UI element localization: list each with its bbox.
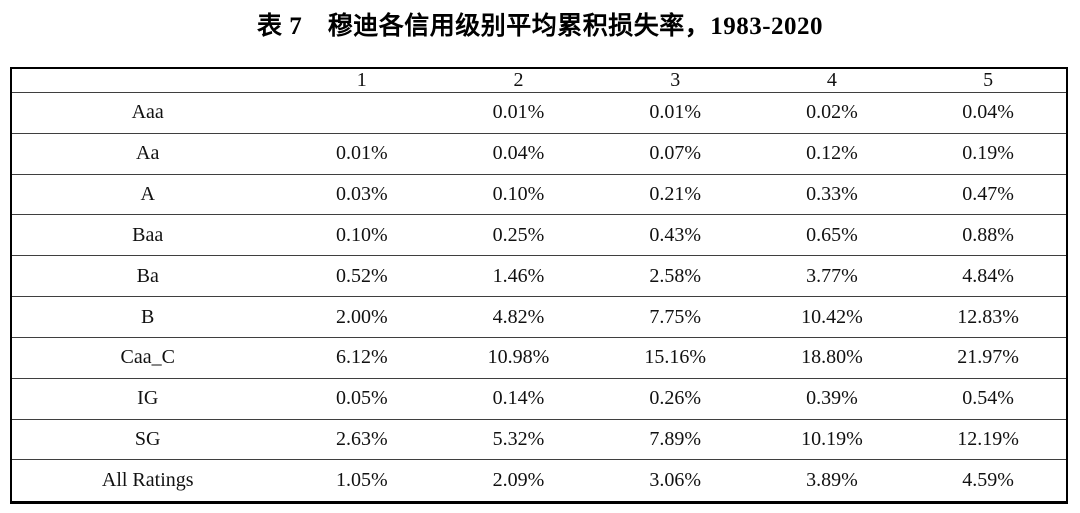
loss-rate-cell: 5.32% <box>440 418 597 460</box>
loss-rate-cell: 1.05% <box>283 459 441 503</box>
rating-label: Aaa <box>11 92 284 134</box>
loss-rate-cell: 0.54% <box>910 377 1067 420</box>
loss-rate-cell: 21.97% <box>910 336 1067 379</box>
loss-rate-cell: 0.04% <box>910 92 1067 134</box>
loss-rate-cell: 3.89% <box>753 459 911 503</box>
loss-rate-cell <box>283 92 441 134</box>
table-head: 1 2 3 4 5 <box>11 68 1067 93</box>
rating-label: All Ratings <box>11 459 284 503</box>
rating-label: Aa <box>11 132 284 175</box>
table-row: IG 0.05% 0.14% 0.26% 0.39% 0.54% <box>11 377 1067 420</box>
table-title: 表 7 穆迪各信用级别平均累积损失率，1983-2020 <box>256 13 824 40</box>
rating-label: Caa_C <box>11 336 284 379</box>
year-column-header: 2 <box>513 69 524 91</box>
year-column-header: 3 <box>670 69 681 91</box>
loss-rate-cell: 0.10% <box>283 214 441 256</box>
table-row: All Ratings 1.05% 2.09% 3.06% 3.89% 4.59% <box>11 459 1067 503</box>
table-body: Aaa 0.01% 0.01% 0.02% 0.04% Aa 0.01% 0.04% 0.07%… <box>11 92 1067 503</box>
loss-rate-cell: 2.09% <box>440 459 597 503</box>
loss-rate-cell: 0.65% <box>753 214 911 256</box>
loss-rate-cell: 15.16% <box>596 336 754 379</box>
loss-rate-cell: 0.88% <box>910 214 1067 256</box>
loss-rate-cell: 0.04% <box>440 132 597 175</box>
loss-rate-cell: 0.14% <box>440 377 597 420</box>
year-column-header: 4 <box>826 69 837 91</box>
table-row: B 2.00% 4.82% 7.75% 10.42% 12.83% <box>11 296 1067 338</box>
table-row: Baa 0.10% 0.25% 0.43% 0.65% 0.88% <box>11 214 1067 256</box>
loss-rate-cell: 3.06% <box>596 459 754 503</box>
loss-rate-cell: 1.46% <box>440 255 597 297</box>
loss-rate-cell: 2.63% <box>283 418 441 460</box>
year-column-header: 5 <box>983 69 994 91</box>
header-row: 1 2 3 4 5 <box>11 68 1067 93</box>
loss-rate-cell: 12.83% <box>910 296 1067 338</box>
rating-label: Baa <box>11 214 284 256</box>
loss-rate-cell: 0.03% <box>283 173 441 215</box>
loss-rate-cell: 10.42% <box>753 296 911 338</box>
rating-label: B <box>11 296 284 338</box>
table-row: A 0.03% 0.10% 0.21% 0.33% 0.47% <box>11 173 1067 215</box>
loss-rate-cell: 0.10% <box>440 173 597 215</box>
table-row: SG 2.63% 5.32% 7.89% 10.19% 12.19% <box>11 418 1067 460</box>
loss-rate-cell: 4.59% <box>910 459 1067 503</box>
loss-rate-cell: 0.52% <box>283 255 441 297</box>
loss-rate-cell: 12.19% <box>910 418 1067 460</box>
rating-label: IG <box>11 377 284 420</box>
loss-rate-cell: 7.89% <box>596 418 754 460</box>
loss-rate-cell: 10.98% <box>440 336 597 379</box>
loss-rate-cell: 0.01% <box>596 92 754 134</box>
loss-rate-cell: 3.77% <box>753 255 911 297</box>
loss-rate-cell: 0.21% <box>596 173 754 215</box>
loss-rate-cell: 0.05% <box>283 377 441 420</box>
rating-label: A <box>11 173 284 215</box>
loss-rate-cell: 0.43% <box>596 214 754 256</box>
loss-rate-cell: 0.26% <box>596 377 754 420</box>
rating-label: Ba <box>11 255 284 297</box>
loss-rate-cell: 0.01% <box>440 92 597 134</box>
loss-rate-cell: 0.19% <box>910 132 1067 175</box>
rating-label: SG <box>11 418 284 460</box>
loss-rate-cell: 0.33% <box>753 173 911 215</box>
table-row: Caa_C 6.12% 10.98% 15.16% 18.80% 21.97% <box>11 336 1067 379</box>
loss-rate-cell: 0.07% <box>596 132 754 175</box>
loss-rate-cell: 10.19% <box>753 418 911 460</box>
table-row: Ba 0.52% 1.46% 2.58% 3.77% 4.84% <box>11 255 1067 297</box>
loss-rate-cell: 6.12% <box>283 336 441 379</box>
loss-rate-cell: 18.80% <box>753 336 911 379</box>
loss-rate-cell: 7.75% <box>596 296 754 338</box>
loss-rate-cell: 0.25% <box>440 214 597 256</box>
loss-rate-cell: 2.58% <box>596 255 754 297</box>
loss-rate-cell: 0.39% <box>753 377 911 420</box>
corner-cell <box>11 68 283 93</box>
table-row: Aa 0.01% 0.04% 0.07% 0.12% 0.19% <box>11 132 1067 175</box>
loss-rate-cell: 2.00% <box>283 296 441 338</box>
loss-rate-cell: 4.82% <box>440 296 597 338</box>
loss-rate-cell: 0.47% <box>910 173 1067 215</box>
loss-rate-cell: 0.02% <box>753 92 911 134</box>
year-column-header: 1 <box>356 69 367 91</box>
loss-rate-cell: 4.84% <box>910 255 1067 297</box>
table-row: Aaa 0.01% 0.01% 0.02% 0.04% <box>11 92 1067 134</box>
loss-rate-cell: 0.01% <box>283 132 441 175</box>
loss-rate-cell: 0.12% <box>753 132 911 175</box>
